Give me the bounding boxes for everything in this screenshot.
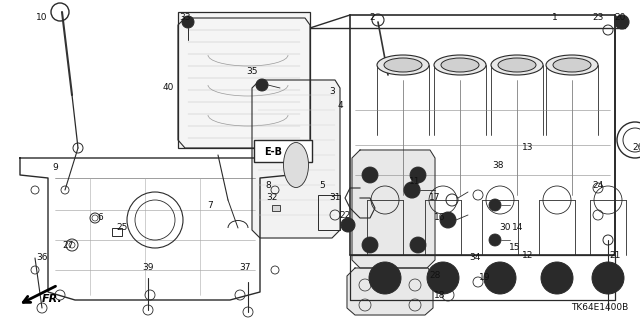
Circle shape — [362, 237, 378, 253]
Text: 27: 27 — [62, 241, 74, 249]
Bar — [318, 195, 340, 230]
Text: 37: 37 — [239, 263, 251, 272]
Text: 16: 16 — [435, 213, 445, 222]
Text: 8: 8 — [265, 181, 271, 189]
Ellipse shape — [546, 55, 598, 75]
Polygon shape — [178, 18, 310, 148]
Text: 20: 20 — [614, 13, 626, 23]
Text: 28: 28 — [429, 271, 441, 279]
Circle shape — [410, 237, 426, 253]
Text: 19: 19 — [479, 273, 491, 283]
Text: 30: 30 — [499, 224, 511, 233]
Text: 10: 10 — [36, 13, 48, 23]
Text: 14: 14 — [512, 224, 524, 233]
Circle shape — [256, 79, 268, 91]
Bar — [254, 140, 312, 162]
Text: 17: 17 — [429, 194, 441, 203]
Circle shape — [341, 218, 355, 232]
Text: 26: 26 — [632, 144, 640, 152]
Bar — [112, 228, 122, 236]
Circle shape — [410, 167, 426, 183]
Text: 6: 6 — [97, 213, 103, 222]
Text: 32: 32 — [266, 194, 278, 203]
Text: 11: 11 — [409, 177, 420, 187]
Ellipse shape — [498, 58, 536, 72]
Text: 18: 18 — [435, 291, 445, 300]
Text: TK64E1400B: TK64E1400B — [571, 303, 628, 313]
Text: 40: 40 — [163, 84, 173, 93]
Polygon shape — [352, 150, 435, 268]
Ellipse shape — [434, 55, 486, 75]
Text: 24: 24 — [593, 181, 604, 189]
Circle shape — [618, 18, 626, 26]
Circle shape — [404, 182, 420, 198]
Ellipse shape — [491, 55, 543, 75]
Text: 2: 2 — [369, 13, 375, 23]
Text: 36: 36 — [36, 254, 48, 263]
Text: E-B: E-B — [264, 147, 282, 157]
Text: 22: 22 — [339, 211, 351, 219]
Circle shape — [489, 199, 501, 211]
Text: 31: 31 — [329, 194, 340, 203]
Circle shape — [369, 262, 401, 294]
Circle shape — [489, 234, 501, 246]
Text: 23: 23 — [592, 13, 604, 23]
Text: 35: 35 — [246, 68, 258, 77]
Ellipse shape — [441, 58, 479, 72]
Text: 33: 33 — [179, 13, 191, 23]
Text: 39: 39 — [142, 263, 154, 272]
Text: 3: 3 — [329, 87, 335, 97]
Text: 4: 4 — [337, 100, 343, 109]
Text: 15: 15 — [509, 243, 521, 253]
Text: 5: 5 — [319, 181, 325, 189]
Bar — [272, 205, 280, 211]
Ellipse shape — [377, 55, 429, 75]
Circle shape — [541, 262, 573, 294]
Text: 7: 7 — [207, 201, 213, 210]
Circle shape — [489, 269, 501, 281]
Circle shape — [592, 262, 624, 294]
Ellipse shape — [384, 58, 422, 72]
Circle shape — [182, 16, 194, 28]
Ellipse shape — [553, 58, 591, 72]
Polygon shape — [347, 268, 433, 315]
Circle shape — [362, 167, 378, 183]
Text: 38: 38 — [492, 160, 504, 169]
Circle shape — [615, 15, 629, 29]
Text: 25: 25 — [116, 224, 128, 233]
Text: 13: 13 — [522, 144, 534, 152]
Ellipse shape — [284, 143, 308, 188]
Text: 9: 9 — [52, 164, 58, 173]
Text: 1: 1 — [552, 13, 558, 23]
Text: 12: 12 — [522, 250, 534, 259]
Text: 21: 21 — [609, 250, 621, 259]
Text: 34: 34 — [469, 254, 481, 263]
Circle shape — [440, 212, 456, 228]
Circle shape — [427, 262, 459, 294]
Bar — [178, 12, 310, 148]
Text: FR.: FR. — [42, 294, 63, 304]
Polygon shape — [252, 80, 340, 238]
Circle shape — [484, 262, 516, 294]
